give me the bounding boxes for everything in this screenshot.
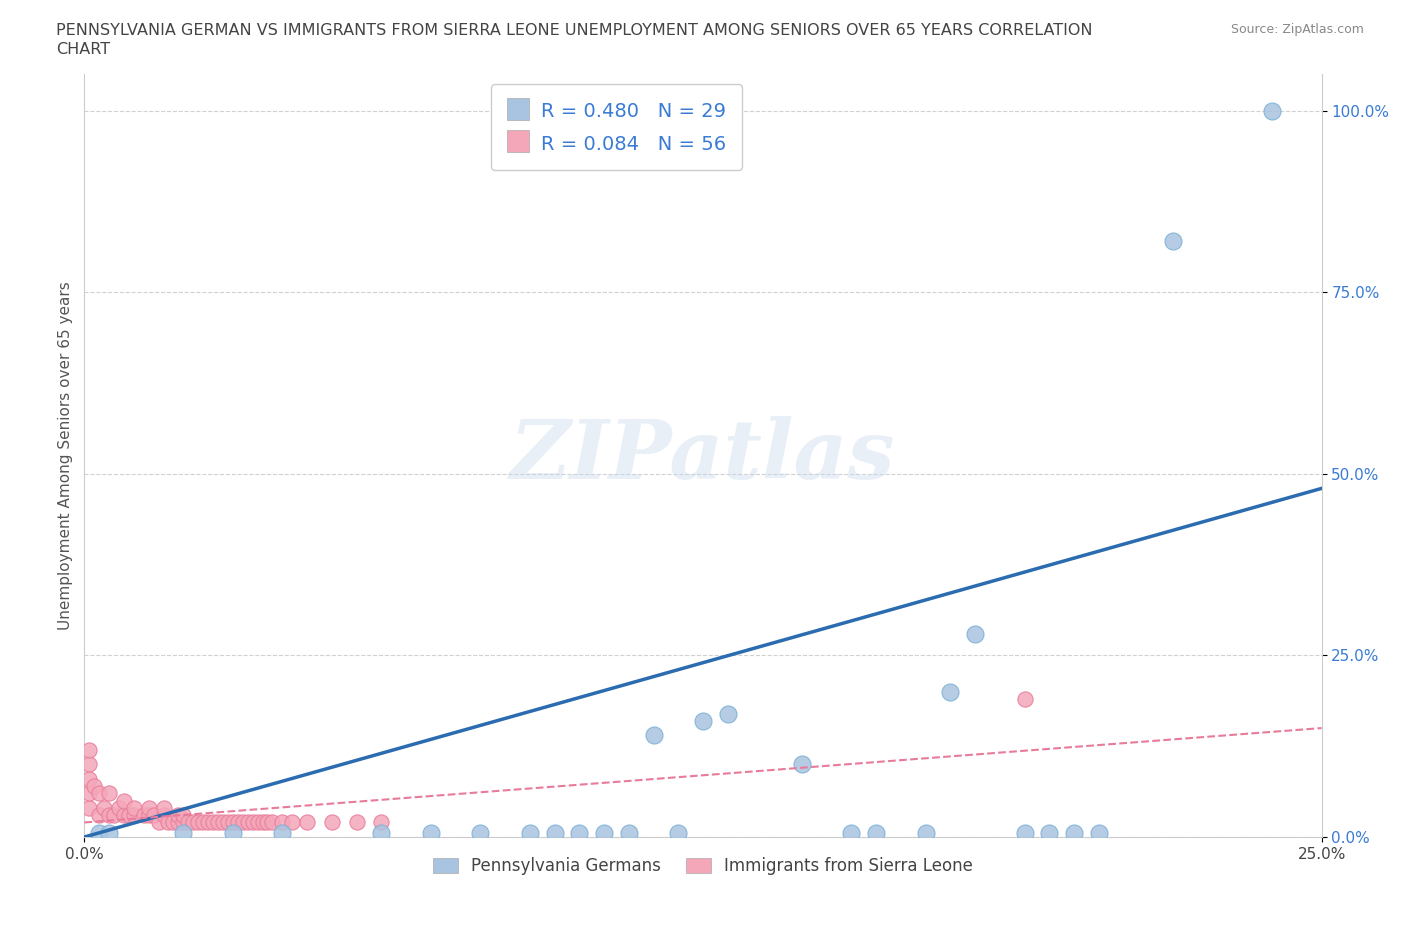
Point (1014, 826, 1036, 841)
Point (271, 826, 294, 841)
Point (152, 808, 174, 823)
Point (207, 815, 229, 830)
Point (197, 815, 219, 830)
Point (89, 786, 111, 801)
Point (262, 815, 284, 830)
Point (167, 815, 190, 830)
Point (93, 801, 115, 816)
Point (666, 826, 689, 841)
Point (965, 626, 987, 641)
Point (1261, 103, 1284, 118)
Point (321, 815, 343, 830)
Point (157, 815, 180, 830)
Point (346, 815, 368, 830)
Point (1063, 826, 1085, 841)
Point (222, 815, 245, 830)
Point (841, 826, 863, 841)
Point (914, 826, 936, 841)
Point (617, 826, 640, 841)
Point (370, 826, 392, 841)
Point (112, 808, 135, 823)
Point (593, 826, 616, 841)
Point (222, 826, 245, 841)
Point (419, 826, 441, 841)
Point (79, 786, 101, 801)
Point (79, 757, 101, 772)
Point (1038, 826, 1060, 841)
Point (167, 808, 190, 823)
Point (217, 815, 239, 830)
Point (152, 801, 174, 816)
Point (148, 815, 170, 830)
Point (89, 826, 111, 841)
Point (79, 772, 101, 787)
Point (519, 826, 541, 841)
Point (181, 815, 204, 830)
Point (370, 815, 392, 830)
Point (172, 815, 194, 830)
Point (226, 815, 249, 830)
Point (132, 808, 155, 823)
Point (89, 808, 111, 823)
Point (112, 793, 135, 808)
Point (118, 808, 141, 823)
Point (138, 808, 160, 823)
Point (212, 815, 235, 830)
Point (172, 808, 194, 823)
Point (187, 815, 209, 830)
Point (79, 742, 101, 757)
Text: ZIPatlas: ZIPatlas (510, 416, 896, 496)
Point (108, 801, 131, 816)
Text: PENNSYLVANIA GERMAN VS IMMIGRANTS FROM SIERRA LEONE UNEMPLOYMENT AMONG SENIORS O: PENNSYLVANIA GERMAN VS IMMIGRANTS FROM S… (56, 23, 1092, 38)
Legend: Pennsylvania Germans, Immigrants from Sierra Leone: Pennsylvania Germans, Immigrants from Si… (426, 851, 980, 882)
Point (717, 706, 740, 721)
Point (79, 801, 101, 816)
Point (252, 815, 274, 830)
Point (232, 815, 254, 830)
Text: CHART: CHART (56, 42, 110, 57)
Point (295, 815, 318, 830)
Point (98, 808, 121, 823)
Point (242, 815, 264, 830)
Point (83, 778, 105, 793)
Point (790, 757, 813, 772)
Point (98, 786, 121, 801)
Text: Source: ZipAtlas.com: Source: ZipAtlas.com (1230, 23, 1364, 36)
Point (543, 826, 565, 841)
Point (939, 684, 962, 699)
Point (122, 808, 145, 823)
Point (865, 826, 887, 841)
Point (177, 815, 200, 830)
Point (256, 815, 278, 830)
Point (138, 801, 160, 816)
Y-axis label: Unemployment Among Seniors over 65 years: Unemployment Among Seniors over 65 years (58, 282, 73, 631)
Point (643, 728, 665, 743)
Point (1161, 234, 1184, 249)
Point (191, 815, 214, 830)
Point (692, 713, 714, 728)
Point (470, 826, 492, 841)
Point (568, 826, 591, 841)
Point (202, 815, 225, 830)
Point (103, 808, 125, 823)
Point (246, 815, 269, 830)
Point (1088, 826, 1111, 841)
Point (142, 808, 165, 823)
Point (162, 815, 184, 830)
Point (122, 801, 145, 816)
Point (236, 815, 259, 830)
Point (172, 826, 194, 841)
Point (281, 815, 304, 830)
Point (271, 815, 294, 830)
Point (98, 826, 121, 841)
Point (1014, 692, 1036, 707)
